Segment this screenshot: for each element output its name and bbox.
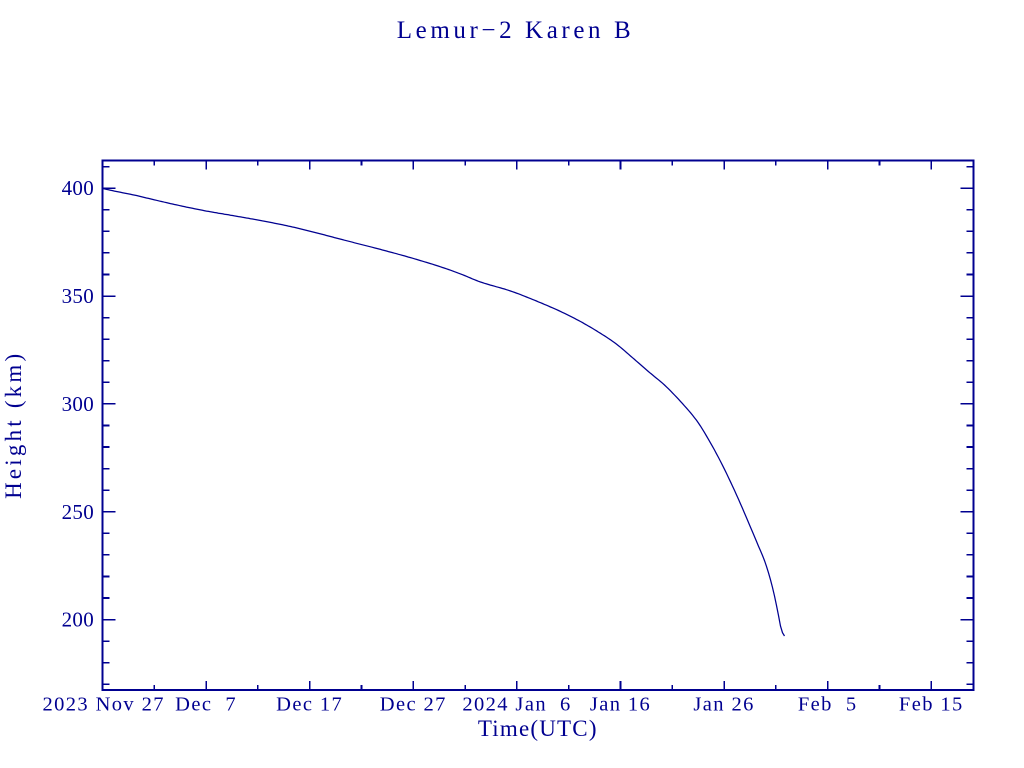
svg-text:Dec 27: Dec 27 [380, 694, 447, 716]
svg-text:Height (km): Height (km) [1, 351, 26, 499]
svg-text:Jan 16: Jan 16 [590, 694, 651, 716]
svg-text:300: 300 [62, 392, 94, 416]
svg-text:Feb 15: Feb 15 [899, 694, 964, 716]
svg-text:400: 400 [62, 176, 94, 200]
svg-text:200: 200 [62, 608, 94, 632]
svg-text:Jan 26: Jan 26 [693, 694, 754, 716]
svg-text:350: 350 [62, 284, 94, 308]
svg-text:Feb 5: Feb 5 [798, 694, 858, 716]
svg-text:2023 Nov 27: 2023 Nov 27 [42, 694, 164, 716]
svg-text:250: 250 [62, 500, 94, 524]
svg-text:Dec 17: Dec 17 [276, 694, 343, 716]
svg-text:Dec 7: Dec 7 [175, 694, 237, 716]
svg-text:Time(UTC): Time(UTC) [478, 716, 598, 741]
svg-text:Lemur−2 Karen B: Lemur−2 Karen B [397, 17, 634, 44]
svg-text:2024 Jan 6: 2024 Jan 6 [462, 694, 571, 716]
